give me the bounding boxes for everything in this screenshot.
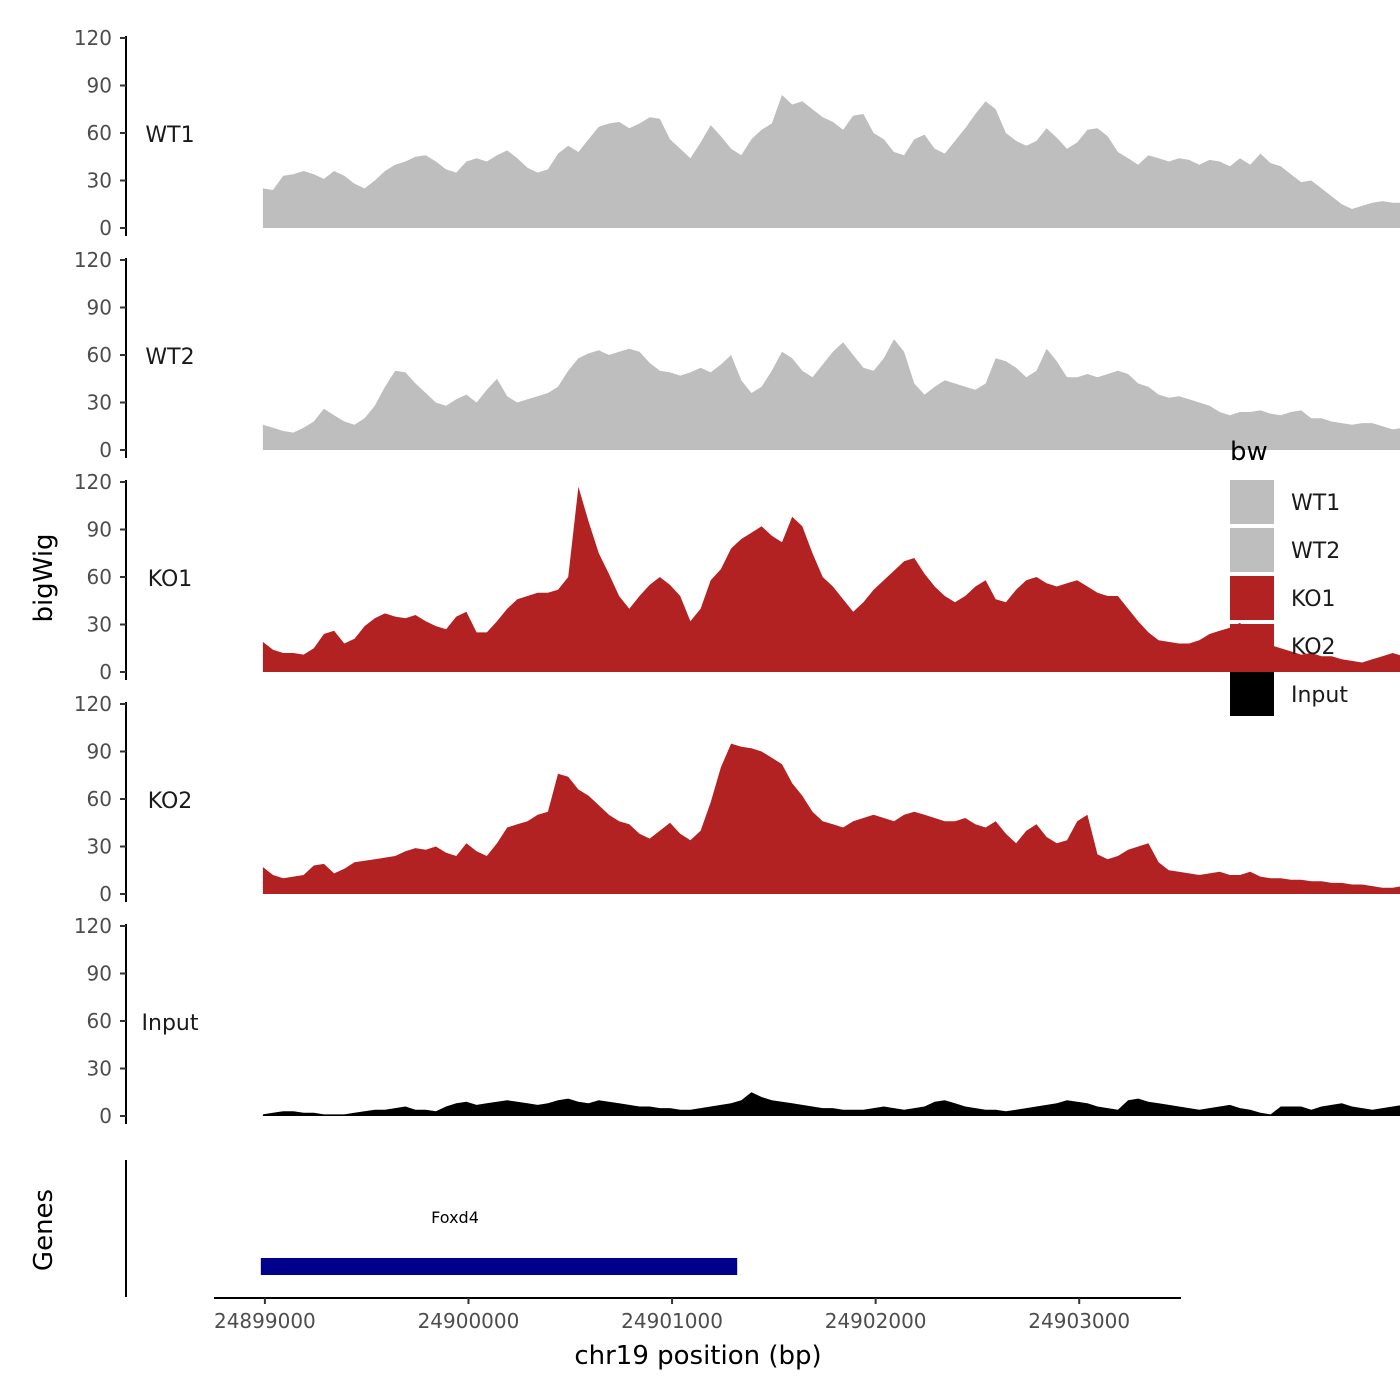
y-tick-label-input-60: 60	[87, 1009, 112, 1033]
y-tick-label-ko1-30: 30	[87, 613, 112, 637]
legend-label-ko1: KO1	[1291, 587, 1336, 612]
legend-label-wt2: WT2	[1291, 539, 1340, 564]
x-axis: 24899000 24900000 24901000 24902000 24903000	[214, 1297, 1181, 1333]
y-tick-label-wt2-60: 60	[87, 343, 112, 367]
area-wt2	[262, 339, 1400, 450]
legend-label-wt1: WT1	[1291, 491, 1340, 516]
track-ko2: 0 30 60 90 120 KO2	[74, 692, 1400, 906]
track-label-wt1: WT1	[145, 123, 194, 148]
x-tick-label-24900000: 24900000	[418, 1309, 520, 1333]
area-ko2	[262, 743, 1400, 894]
area-input	[262, 1092, 1400, 1116]
y-tick-label-input-90: 90	[87, 962, 112, 986]
y-tick-label-input-0: 0	[99, 1104, 112, 1128]
track-label-input: Input	[142, 1011, 199, 1036]
y-axis-title: bigWig	[29, 533, 59, 622]
y-tick-label-wt1-0: 0	[99, 216, 112, 240]
y-tick-label-wt1-60: 60	[87, 121, 112, 145]
x-tick-label-24902000: 24902000	[825, 1309, 927, 1333]
track-label-ko2: KO2	[148, 789, 193, 814]
gene-panel: Foxd4	[125, 1160, 738, 1297]
y-tick-label-wt1-30: 30	[87, 169, 112, 193]
y-tick-label-wt1-90: 90	[87, 74, 112, 98]
track-label-wt2: WT2	[145, 345, 194, 370]
y-tick-label-ko2-60: 60	[87, 787, 112, 811]
y-tick-label-input-30: 30	[87, 1057, 112, 1081]
y-tick-label-wt1-120: 120	[74, 26, 112, 50]
area-wt1	[262, 95, 1400, 228]
legend-key-wt2	[1230, 528, 1274, 572]
area-ko1	[262, 486, 1400, 672]
y-tick-label-ko2-90: 90	[87, 740, 112, 764]
track-ko1: 0 30 60 90 120 KO1	[74, 470, 1400, 684]
y-tick-label-ko1-0: 0	[99, 660, 112, 684]
legend-key-wt1	[1230, 480, 1274, 524]
legend: bw WT1 WT2 KO1 KO2 Input	[1230, 437, 1348, 716]
y-tick-label-ko1-90: 90	[87, 518, 112, 542]
track-input: 0 30 60 90 120 Input	[74, 914, 1400, 1128]
legend-key-ko1	[1230, 576, 1274, 620]
track-wt2: 0 30 60 90 120 WT2	[74, 248, 1400, 462]
coverage-tracks: 0306090120WT10306090120WT20306090120KO10…	[74, 26, 1400, 1128]
gene-panel-title: Genes	[29, 1189, 59, 1271]
x-tick-label-24903000: 24903000	[1028, 1309, 1130, 1333]
y-tick-label-wt2-90: 90	[87, 296, 112, 320]
gene-label-foxd4: Foxd4	[431, 1208, 479, 1227]
y-tick-label-ko2-0: 0	[99, 882, 112, 906]
y-tick-label-ko2-30: 30	[87, 835, 112, 859]
x-axis-title: chr19 position (bp)	[574, 1341, 821, 1371]
y-tick-label-wt2-30: 30	[87, 391, 112, 415]
x-tick-label-24899000: 24899000	[214, 1309, 316, 1333]
track-label-ko1: KO1	[148, 567, 193, 592]
y-tick-label-wt2-120: 120	[74, 248, 112, 272]
legend-title: bw	[1230, 437, 1268, 467]
y-tick-label-ko2-120: 120	[74, 692, 112, 716]
gene-body-foxd4	[260, 1258, 738, 1275]
y-tick-label-input-120: 120	[74, 914, 112, 938]
y-tick-label-wt2-0: 0	[99, 438, 112, 462]
x-tick-label-24901000: 24901000	[621, 1309, 723, 1333]
legend-key-input	[1230, 672, 1274, 716]
legend-label-ko2: KO2	[1291, 635, 1336, 660]
y-tick-label-ko1-120: 120	[74, 470, 112, 494]
legend-label-input: Input	[1291, 683, 1348, 708]
legend-key-ko2	[1230, 624, 1274, 668]
y-tick-label-ko1-60: 60	[87, 565, 112, 589]
track-wt1: 0 30 60 90 120 WT1	[74, 26, 1400, 240]
